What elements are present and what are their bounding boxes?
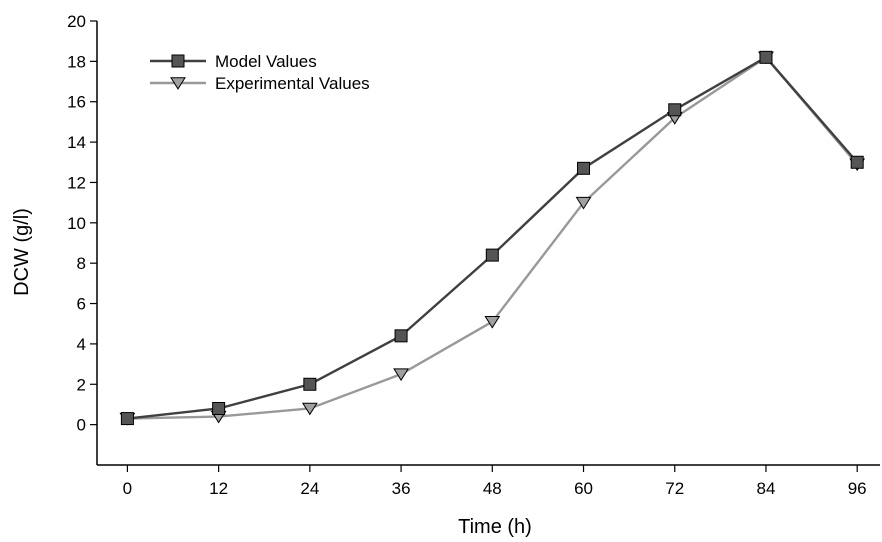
- experimental-values-point: [484, 315, 501, 329]
- x-tick-label: 0: [123, 479, 132, 498]
- x-tick-label: 36: [392, 479, 411, 498]
- y-tick-label: 12: [67, 173, 86, 192]
- x-tick-label: 84: [757, 479, 776, 498]
- experimental-values-point: [393, 368, 409, 382]
- y-tick-label: 2: [77, 375, 86, 394]
- model-values-point: [303, 377, 317, 391]
- model-values-point: [577, 161, 591, 175]
- legend-label-experimental-values: Experimental Values: [215, 74, 370, 93]
- y-tick-label: 18: [67, 52, 86, 71]
- model-values-point: [850, 155, 864, 169]
- y-tick-label: 20: [67, 12, 86, 31]
- series-line-model-values: [127, 55, 859, 420]
- x-tick-label: 12: [209, 479, 228, 498]
- series-lines: [127, 55, 859, 420]
- y-tick-label: 0: [77, 416, 86, 435]
- model-values-point: [759, 50, 773, 64]
- legend-marker-model-values: [171, 54, 185, 68]
- experimental-values-point: [575, 196, 592, 210]
- y-tick-label: 16: [67, 93, 86, 112]
- series-line-experimental-values: [127, 55, 859, 420]
- model-values-point: [668, 103, 682, 117]
- x-tick-label: 24: [300, 479, 319, 498]
- experimental-values-point: [301, 402, 318, 416]
- y-tick-label: 4: [77, 335, 86, 354]
- model-values-point: [394, 329, 408, 343]
- legend: Model Values Experimental Values: [150, 52, 370, 93]
- x-tick-label: 96: [848, 479, 867, 498]
- model-values-point: [120, 412, 134, 426]
- x-tick-label: 48: [483, 479, 502, 498]
- model-values-point: [212, 401, 226, 415]
- legend-marker-experimental-values: [170, 77, 186, 90]
- x-tick-label: 72: [665, 479, 684, 498]
- series-markers: [119, 50, 866, 426]
- y-tick-label: 8: [77, 254, 86, 273]
- x-tick-label: 60: [574, 479, 593, 498]
- x-axis-title: Time (h): [458, 516, 532, 538]
- model-values-point: [485, 248, 499, 262]
- legend-label-model-values: Model Values: [215, 52, 317, 71]
- y-tick-label: 14: [67, 133, 86, 152]
- y-tick-label: 6: [77, 295, 86, 314]
- y-tick-label: 10: [67, 214, 86, 233]
- y-axis-title: DCW (g/l): [11, 208, 33, 296]
